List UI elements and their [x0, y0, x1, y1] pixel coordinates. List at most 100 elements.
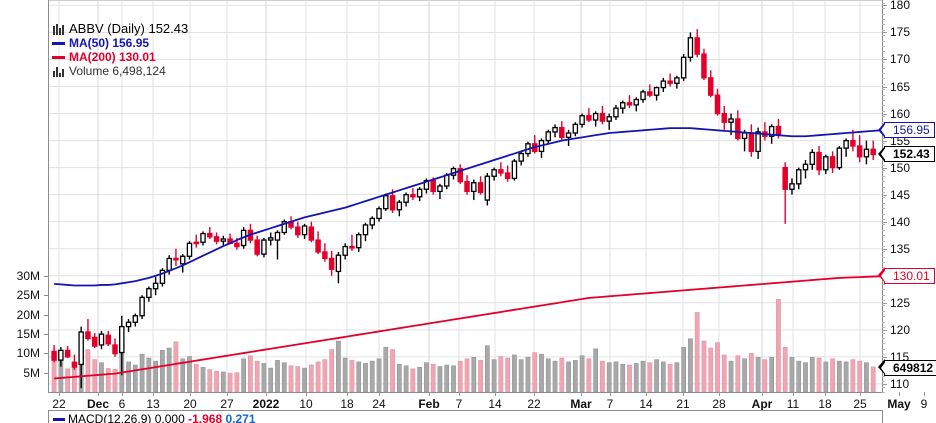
price-minor-tick [882, 45, 885, 47]
volume-flag: 649812 [877, 359, 936, 376]
date-tick [899, 392, 900, 396]
price-axis-label: 120 [890, 322, 911, 337]
legend-row-price[interactable]: ABBV (Daily) 152.43 [52, 22, 188, 36]
price-tick [882, 302, 887, 304]
legend-volume-label: Volume 6,498,124 [69, 64, 166, 78]
price-minor-tick [882, 116, 885, 118]
price-minor-tick [882, 305, 885, 307]
price-axis-label: 135 [890, 241, 911, 256]
date-axis-label: Mar [570, 397, 592, 411]
price-tick [882, 140, 887, 142]
date-tick [793, 392, 794, 396]
volume-tick [44, 353, 48, 355]
price-axis-line [882, 0, 883, 392]
legend-row-ma200[interactable]: MA(200) 130.01 [52, 50, 188, 64]
price-minor-tick [882, 343, 885, 345]
date-tick [762, 392, 763, 396]
price-minor-tick [882, 386, 885, 388]
volume-axis-label: 30M [16, 269, 40, 284]
price-minor-tick [882, 316, 885, 318]
date-axis-label: 2022 [252, 397, 280, 411]
price-minor-tick [882, 218, 885, 220]
macd-hist: 0.271 [225, 412, 256, 423]
price-minor-tick [882, 348, 885, 350]
volume-axis-label: 20M [16, 307, 40, 322]
price-minor-tick [882, 110, 885, 112]
volume-axis-label: 5M [23, 365, 40, 380]
macd-signal: -1.968 [188, 412, 223, 423]
price-minor-tick [882, 2, 885, 4]
price-minor-tick [882, 262, 885, 264]
price-axis-label: 145 [890, 187, 911, 202]
date-axis-label: 25 [853, 397, 867, 411]
price-minor-tick [882, 392, 885, 393]
candlestick-icon [52, 23, 66, 35]
date-axis-label: 22 [52, 397, 66, 411]
date-axis-label: 13 [146, 397, 160, 411]
price-minor-tick [882, 94, 885, 96]
price-minor-tick [882, 100, 885, 102]
price-minor-tick [882, 186, 885, 188]
price-minor-tick [882, 51, 885, 53]
price-minor-tick [882, 321, 885, 323]
volume-axis-label: 15M [16, 327, 40, 342]
date-axis-label: 6 [118, 397, 126, 411]
date-axis-line [48, 392, 883, 393]
chart-canvas [48, 0, 882, 392]
date-tick [429, 392, 430, 396]
chart-legend: ABBV (Daily) 152.43 MA(50) 156.95 MA(200… [52, 22, 188, 78]
date-tick [347, 392, 348, 396]
ma200-line-swatch-icon [52, 55, 65, 59]
date-tick [306, 392, 307, 396]
legend-row-ma50[interactable]: MA(50) 156.95 [52, 36, 188, 50]
date-axis-label: 9 [920, 397, 928, 411]
price-minor-tick [882, 375, 885, 377]
legend-ma200-label: MA(200) 130.01 [69, 50, 156, 64]
price-minor-tick [882, 137, 885, 139]
macd-legend: MACD(12,26,9) 0.000 -1.968 0.271 [53, 413, 256, 423]
price-tick [882, 86, 887, 88]
macd-indicator-panel[interactable]: MACD(12,26,9) 0.000 -1.968 0.271 [48, 410, 883, 423]
price-minor-tick [882, 337, 885, 339]
price-minor-tick [882, 246, 885, 247]
date-axis-label: 14 [488, 397, 502, 411]
date-axis-label: 24 [372, 397, 386, 411]
price-axis-label: 170 [890, 52, 911, 67]
volume-tick [44, 372, 48, 374]
price-tick [882, 248, 887, 250]
price-minor-tick [882, 40, 885, 42]
price-plot-area[interactable] [48, 0, 882, 392]
price-minor-tick [882, 229, 885, 231]
price-minor-tick [882, 78, 885, 80]
macd-line-swatch-icon [53, 418, 65, 422]
price-tick [882, 167, 887, 169]
volume-axis-line [48, 0, 49, 392]
price-minor-tick [882, 354, 885, 356]
price-tick [882, 356, 887, 358]
volume-axis-label: 25M [16, 288, 40, 303]
price-minor-tick [882, 300, 885, 302]
volume-tick [44, 314, 48, 316]
date-tick [59, 392, 60, 396]
price-minor-tick [882, 170, 885, 172]
price-minor-tick [882, 29, 885, 31]
legend-row-volume[interactable]: Volume 6,498,124 [52, 64, 188, 78]
price-axis-label: 165 [890, 79, 911, 94]
date-axis-label: 7 [606, 397, 614, 411]
price-tick [882, 59, 887, 61]
price-minor-tick [882, 251, 885, 253]
price-minor-tick [882, 213, 885, 215]
price-axis-label: 180 [890, 0, 911, 13]
date-tick [534, 392, 535, 396]
price-minor-tick [882, 283, 885, 285]
date-axis-label: Dec [86, 397, 110, 411]
price-minor-tick [882, 191, 885, 193]
date-axis-label: 22 [527, 397, 541, 411]
price-minor-tick [882, 13, 885, 15]
date-axis-label: 7 [455, 397, 463, 411]
price-minor-tick [882, 8, 885, 10]
price-minor-tick [882, 289, 885, 291]
legend-ma50-label: MA(50) 156.95 [69, 36, 150, 50]
date-tick [825, 392, 826, 396]
date-tick [683, 392, 684, 396]
